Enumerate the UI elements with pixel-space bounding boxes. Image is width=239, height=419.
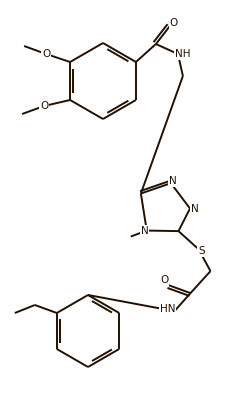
Text: HN: HN xyxy=(160,304,175,314)
Text: S: S xyxy=(198,246,205,256)
Text: N: N xyxy=(141,225,149,235)
Text: N: N xyxy=(169,176,177,186)
Text: N: N xyxy=(191,204,199,214)
Text: O: O xyxy=(160,275,168,285)
Text: NH: NH xyxy=(175,49,191,59)
Text: O: O xyxy=(40,101,48,111)
Text: O: O xyxy=(170,18,178,28)
Text: O: O xyxy=(42,49,50,59)
